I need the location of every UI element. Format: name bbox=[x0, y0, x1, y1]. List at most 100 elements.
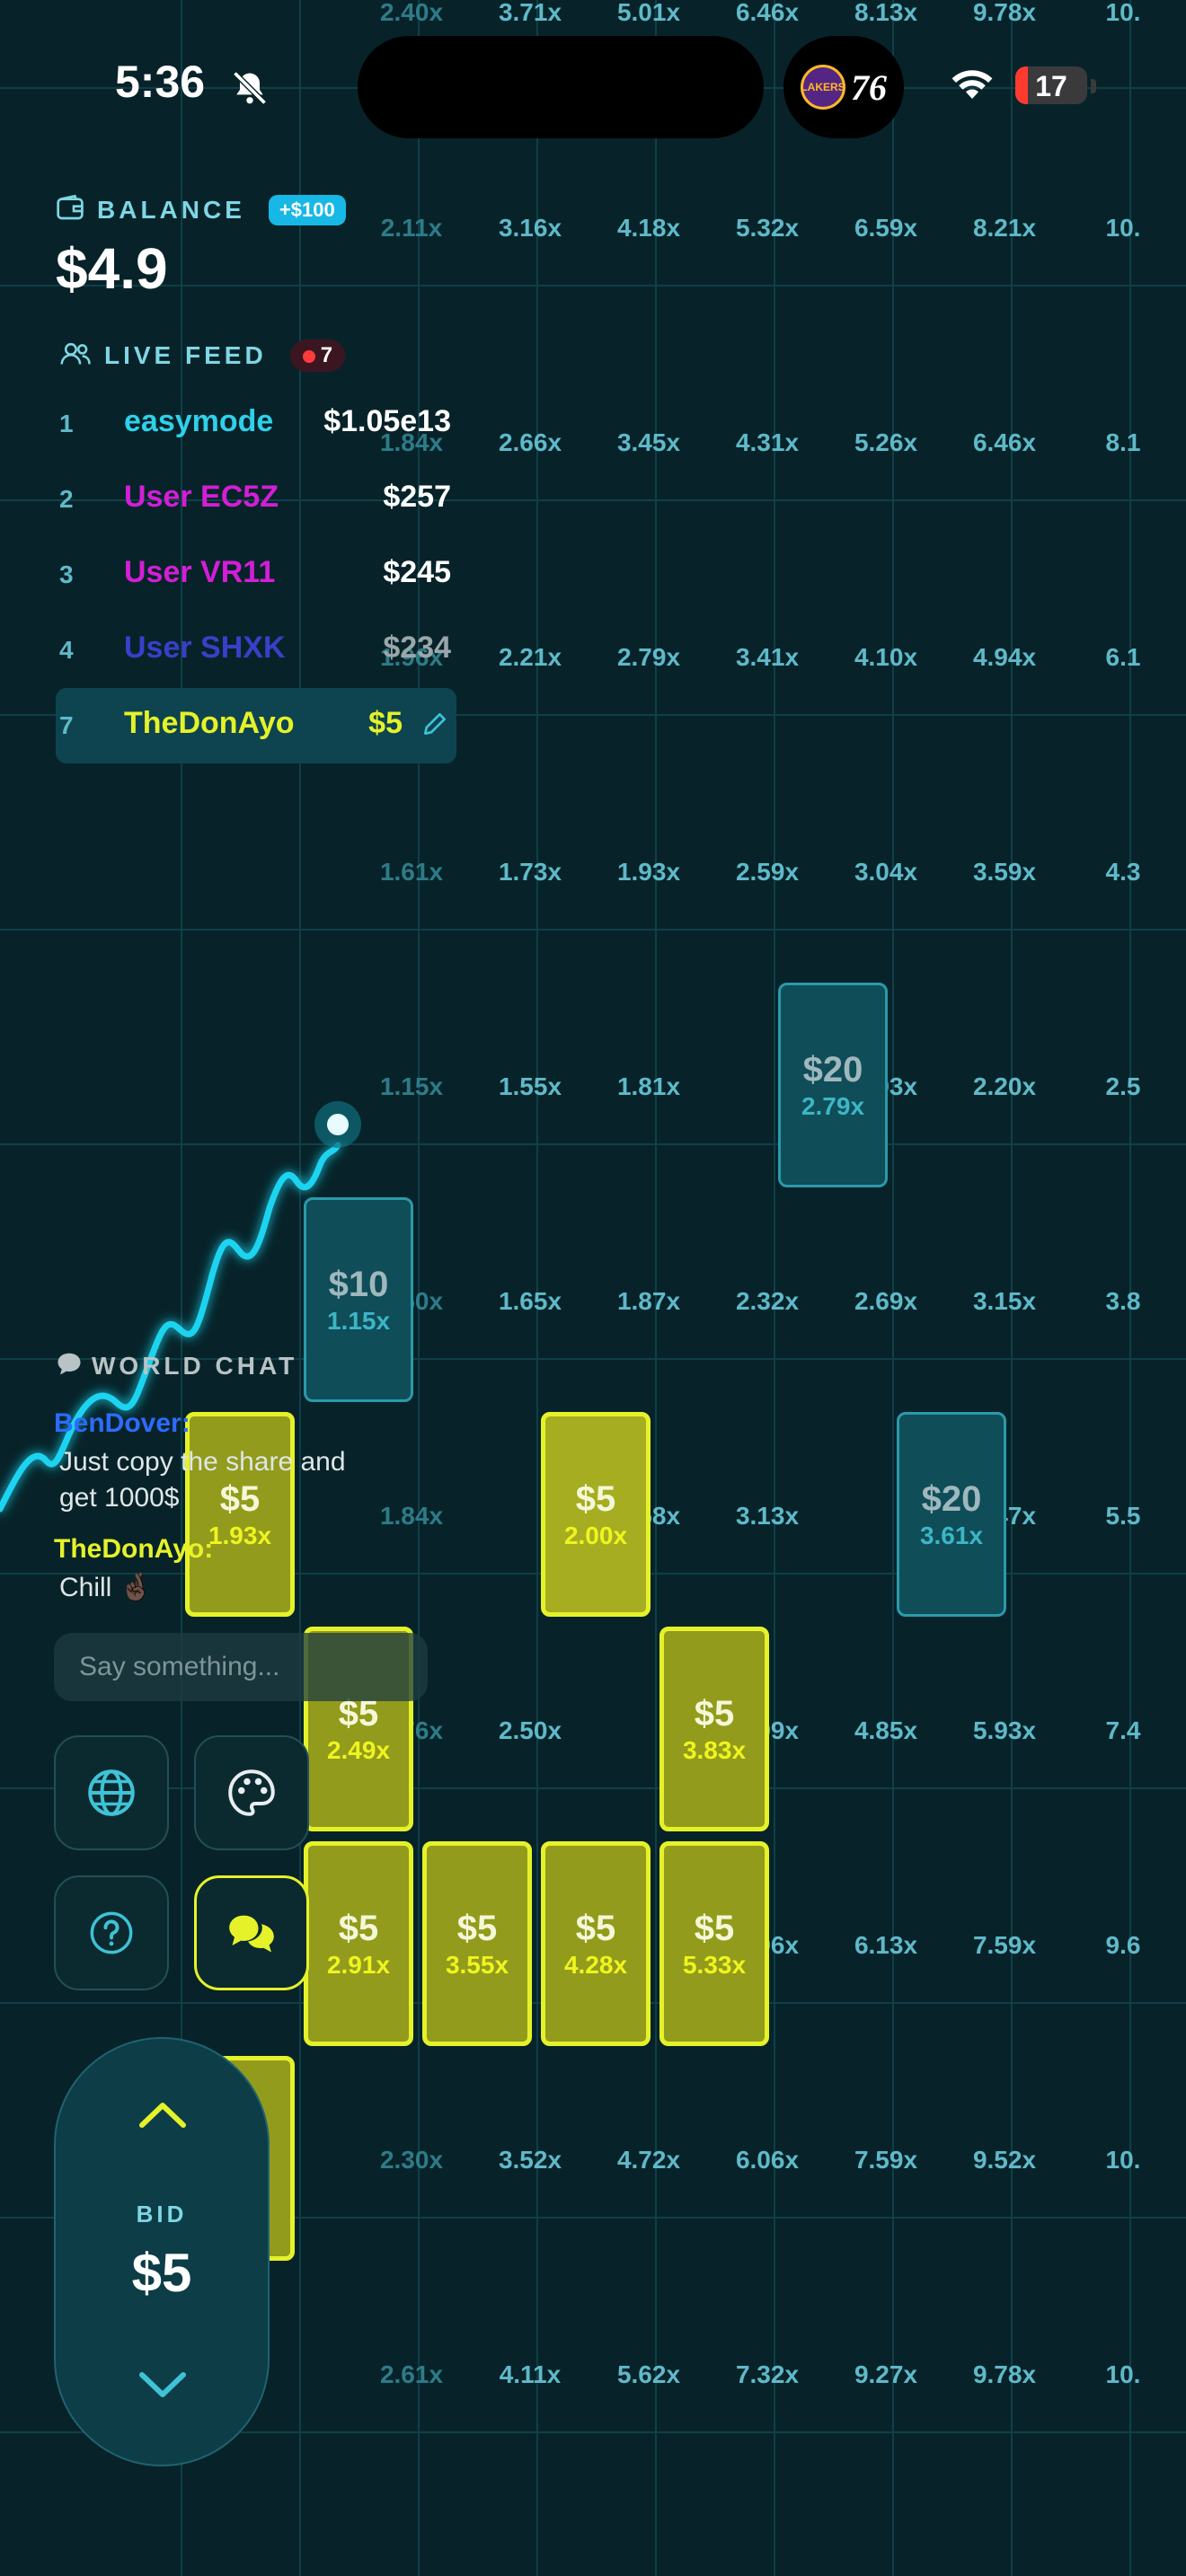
multiplier-cell[interactable]: 1.15x bbox=[379, 1072, 444, 1100]
multiplier-cell[interactable]: 3.52x bbox=[498, 2146, 562, 2174]
placed-bet-tile[interactable]: $5 2.91x bbox=[304, 1841, 413, 2046]
multiplier-cell[interactable]: 2.32x bbox=[735, 1287, 800, 1315]
multiplier-cell[interactable]: 1.73x bbox=[498, 858, 562, 886]
multiplier-cell[interactable]: 1.61x bbox=[379, 858, 444, 886]
multiplier-cell[interactable]: 8.1 bbox=[1105, 428, 1141, 456]
multiplier-cell[interactable]: 10. bbox=[1105, 2146, 1141, 2174]
multiplier-cell[interactable]: 2.40x bbox=[379, 0, 444, 26]
multiplier-cell[interactable]: 4.18x bbox=[616, 214, 681, 242]
multiplier-cell[interactable]: 7.59x bbox=[972, 1931, 1037, 1959]
placed-bet-tile[interactable]: $5 1.93x bbox=[185, 1412, 295, 1617]
placed-bet-tile[interactable]: $20 2.79x bbox=[778, 983, 888, 1187]
multiplier-cell[interactable]: 2.30x bbox=[379, 2146, 444, 2174]
bid-increase-button[interactable] bbox=[133, 2096, 192, 2137]
multiplier-cell[interactable]: 2.50x bbox=[498, 1716, 562, 1744]
multiplier-cell[interactable]: 7.32x bbox=[735, 2360, 800, 2388]
multiplier-cell[interactable]: 3.8 bbox=[1105, 1287, 1141, 1315]
multiplier-cell[interactable]: 4.72x bbox=[616, 2146, 681, 2174]
multiplier-cell[interactable]: 7.59x bbox=[854, 2146, 918, 2174]
chat-message-text: get 1000$ bbox=[59, 1483, 180, 1513]
placed-bet-tile[interactable]: $5 5.33x bbox=[659, 1841, 769, 2046]
multiplier-cell[interactable]: 3.59x bbox=[972, 858, 1037, 886]
multiplier-cell[interactable]: 5.01x bbox=[616, 0, 681, 26]
multiplier-cell[interactable]: 2.11x bbox=[380, 214, 443, 242]
multiplier-cell[interactable]: 10. bbox=[1105, 0, 1141, 26]
multiplier-cell[interactable]: 5.62x bbox=[616, 2360, 681, 2388]
multiplier-cell[interactable]: 8.21x bbox=[972, 214, 1037, 242]
multiplier-cell[interactable]: 4.85x bbox=[854, 1716, 918, 1744]
live-game-activity[interactable]: LAKERS 76 bbox=[783, 36, 904, 138]
chat-user-name[interactable]: BenDover: bbox=[54, 1408, 190, 1438]
multiplier-cell[interactable]: 5.5 bbox=[1105, 1502, 1141, 1530]
multiplier-cell[interactable]: 6.06x bbox=[735, 2146, 800, 2174]
live-feed-row[interactable]: 4 User SHXK $234 bbox=[56, 613, 456, 688]
chat-input[interactable]: Say something... bbox=[54, 1633, 428, 1701]
multiplier-cell[interactable]: 2.59x bbox=[735, 858, 800, 886]
live-feed-row[interactable]: 1 easymode $1.05e13 bbox=[56, 386, 456, 462]
add-funds-badge[interactable]: +$100 bbox=[268, 194, 346, 225]
chat-user-name[interactable]: TheDonAyo: bbox=[54, 1534, 214, 1564]
multiplier-cell[interactable]: 1.93x bbox=[616, 858, 681, 886]
multiplier-cell[interactable]: 1.87x bbox=[616, 1287, 681, 1315]
multiplier-cell[interactable]: 10. bbox=[1105, 2360, 1141, 2388]
globe-button[interactable] bbox=[54, 1735, 169, 1850]
multiplier-cell[interactable]: 3.13x bbox=[735, 1502, 800, 1530]
multiplier-cell[interactable]: 9.27x bbox=[854, 2360, 918, 2388]
multiplier-cell[interactable]: 9.78x bbox=[972, 0, 1037, 26]
multiplier-cell[interactable]: 3.16x bbox=[498, 214, 562, 242]
bet-multiplier: 5.33x bbox=[682, 1950, 747, 1979]
multiplier-cell[interactable]: 2.79x bbox=[616, 643, 681, 671]
multiplier-cell[interactable]: 1.84x bbox=[379, 1502, 444, 1530]
multiplier-cell[interactable]: 9.6 bbox=[1105, 1931, 1141, 1959]
multiplier-cell[interactable]: 1.81x bbox=[616, 1072, 681, 1100]
multiplier-cell[interactable]: 2.66x bbox=[498, 428, 562, 456]
multiplier-cell[interactable]: 2.5 bbox=[1105, 1072, 1141, 1100]
edit-pencil-icon[interactable] bbox=[420, 710, 449, 743]
multiplier-cell[interactable]: 3.45x bbox=[616, 428, 681, 456]
multiplier-cell[interactable]: 6.59x bbox=[854, 214, 918, 242]
live-feed-my-row[interactable]: 7 TheDonAyo $5 bbox=[56, 688, 456, 763]
multiplier-cell[interactable]: 9.52x bbox=[972, 2146, 1037, 2174]
multiplier-cell[interactable]: 9.78x bbox=[972, 2360, 1037, 2388]
multiplier-cell[interactable]: 1.96x bbox=[379, 643, 444, 671]
multiplier-cell[interactable]: 5.26x bbox=[854, 428, 918, 456]
multiplier-cell[interactable]: 7.4 bbox=[1105, 1716, 1141, 1744]
multiplier-cell[interactable]: 5.32x bbox=[735, 214, 800, 242]
multiplier-cell[interactable]: 10. bbox=[1105, 214, 1141, 242]
multiplier-cell[interactable]: 6.1 bbox=[1105, 643, 1141, 671]
multiplier-cell[interactable]: 2.61x bbox=[379, 2360, 444, 2388]
multiplier-cell[interactable]: 5.93x bbox=[972, 1716, 1037, 1744]
multiplier-cell[interactable]: 6.46x bbox=[735, 0, 800, 26]
multiplier-cell[interactable]: 3.71x bbox=[498, 0, 562, 26]
multiplier-cell[interactable]: 3.04x bbox=[854, 858, 918, 886]
multiplier-cell[interactable]: 4.3 bbox=[1105, 858, 1141, 886]
multiplier-cell[interactable]: 4.94x bbox=[972, 643, 1037, 671]
multiplier-cell[interactable]: 1.84x bbox=[379, 428, 444, 456]
live-feed-row[interactable]: 2 User EC5Z $257 bbox=[56, 462, 456, 537]
multiplier-cell[interactable]: 1.55x bbox=[498, 1072, 562, 1100]
multiplier-cell[interactable]: 3.15x bbox=[972, 1287, 1037, 1315]
world-chat-toggle-button[interactable] bbox=[194, 1875, 309, 1990]
multiplier-cell[interactable]: 2.20x bbox=[972, 1072, 1037, 1100]
bid-decrease-button[interactable] bbox=[133, 2368, 192, 2408]
help-button[interactable] bbox=[54, 1875, 169, 1990]
multiplier-cell[interactable]: 6.13x bbox=[854, 1931, 918, 1959]
palette-button[interactable] bbox=[194, 1735, 309, 1850]
multiplier-cell[interactable]: 4.11x bbox=[499, 2360, 562, 2388]
multiplier-cell[interactable]: 1.65x bbox=[498, 1287, 562, 1315]
multiplier-cell[interactable]: 2.21x bbox=[498, 643, 562, 671]
placed-bet-tile[interactable]: $20 3.61x bbox=[897, 1412, 1006, 1617]
multiplier-cell[interactable]: 6.46x bbox=[972, 428, 1037, 456]
multiplier-cell[interactable]: 3.41x bbox=[735, 643, 800, 671]
placed-bet-tile[interactable]: $5 4.28x bbox=[541, 1841, 651, 2046]
placed-bet-tile[interactable]: $10 1.15x bbox=[304, 1197, 413, 1402]
live-feed-header: LIVE FEED 7 bbox=[59, 340, 346, 372]
placed-bet-tile[interactable]: $5 3.55x bbox=[422, 1841, 532, 2046]
multiplier-cell[interactable]: 4.10x bbox=[854, 643, 918, 671]
multiplier-cell[interactable]: 8.13x bbox=[854, 0, 918, 26]
placed-bet-tile[interactable]: $5 2.00x bbox=[541, 1412, 651, 1617]
placed-bet-tile[interactable]: $5 3.83x bbox=[659, 1627, 769, 1831]
live-feed-row[interactable]: 3 User VR11 $245 bbox=[56, 537, 456, 613]
multiplier-cell[interactable]: 4.31x bbox=[735, 428, 800, 456]
multiplier-cell[interactable]: 2.69x bbox=[854, 1287, 918, 1315]
